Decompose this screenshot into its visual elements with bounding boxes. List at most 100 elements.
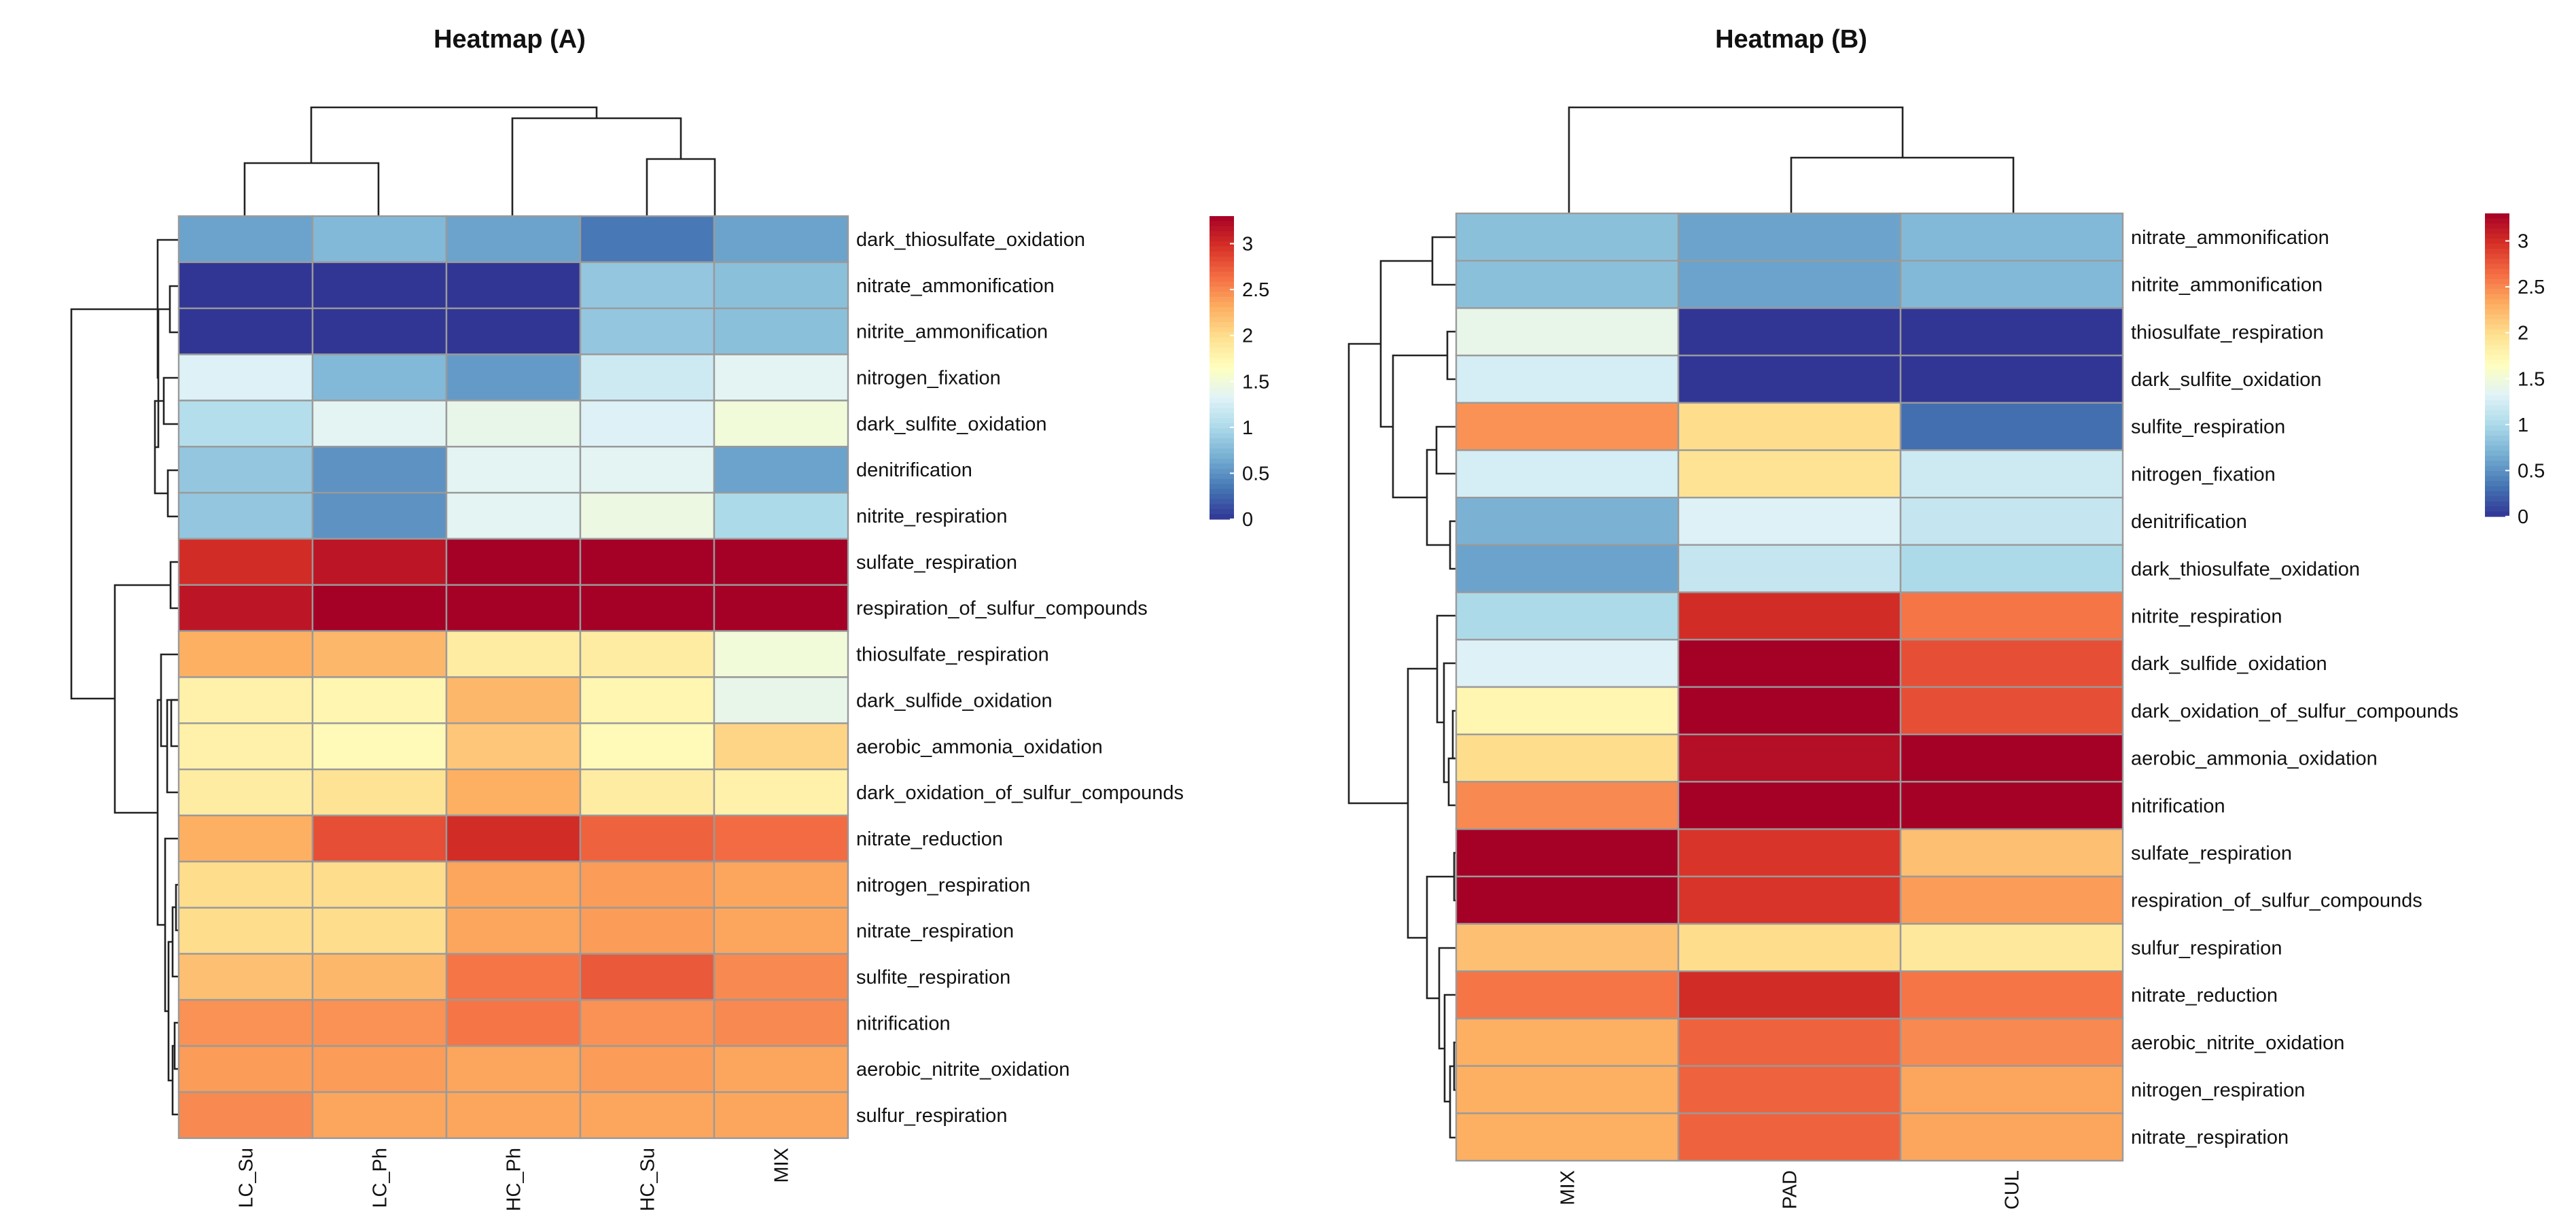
heatmap-a-cell bbox=[177, 538, 314, 586]
colorbar-segment bbox=[1210, 327, 1234, 333]
colorbar-segment bbox=[1210, 251, 1234, 258]
heatmap-a-cell bbox=[713, 768, 849, 817]
colorbar-segment bbox=[2485, 268, 2509, 275]
heatmap-a-row-label: nitrate_ammonification bbox=[856, 275, 1055, 297]
colorbar-segment bbox=[1210, 352, 1234, 358]
heatmap-b-cell bbox=[1899, 544, 2124, 593]
heatmap-b-cell bbox=[1455, 1017, 1680, 1067]
heatmap-a-cell bbox=[445, 1091, 582, 1140]
heatmap-b-cell bbox=[1899, 354, 2124, 404]
heatmap-a-cell bbox=[713, 1045, 849, 1093]
heatmap-a-row-label: dark_thiosulfate_oxidation bbox=[856, 229, 1085, 251]
heatmap-b-row-label: nitrate_respiration bbox=[2131, 1127, 2289, 1148]
heatmap-b-row-label: nitrogen_respiration bbox=[2131, 1080, 2305, 1102]
heatmap-b-row-label: sulfur_respiration bbox=[2131, 937, 2282, 959]
heatmap-b-cell bbox=[1677, 686, 1902, 735]
colorbar-tick-label: 0.5 bbox=[1242, 463, 1269, 485]
heatmap-b-cell bbox=[1899, 497, 2124, 546]
colorbar-segment bbox=[2485, 405, 2509, 411]
heatmap-b-cell bbox=[1455, 1112, 1680, 1162]
colorbar-segment bbox=[1210, 342, 1234, 348]
heatmap-a-cell bbox=[177, 353, 314, 402]
colorbar-segment bbox=[2485, 440, 2509, 446]
heatmap-a-cell bbox=[177, 584, 314, 632]
heatmap-a-row-label: sulfite_respiration bbox=[856, 967, 1010, 989]
colorbar-segment bbox=[2485, 233, 2509, 239]
b-row-dend-link-18 bbox=[1407, 667, 1437, 939]
heatmap-a-cell bbox=[311, 860, 448, 909]
a-row-dend-link-3 bbox=[166, 469, 179, 518]
heatmap-a-cell bbox=[177, 860, 314, 909]
heatmap-a-column-dendrogram bbox=[243, 106, 716, 216]
colorbar-segment bbox=[2485, 465, 2509, 472]
heatmap-a-cell bbox=[311, 307, 448, 355]
heatmap-a-cell bbox=[311, 630, 448, 678]
colorbar-segment bbox=[2485, 249, 2509, 255]
heatmap-b-cell bbox=[1455, 402, 1680, 451]
heatmap-a-cell bbox=[713, 676, 849, 724]
heatmap-b-cell bbox=[1677, 212, 1902, 262]
heatmap-b-cell bbox=[1677, 591, 1902, 641]
colorbar-segment bbox=[1210, 393, 1234, 399]
colorbar-segment bbox=[1210, 403, 1234, 409]
colorbar-segment bbox=[1210, 277, 1234, 283]
colorbar-segment bbox=[1210, 368, 1234, 374]
colorbar-segment bbox=[2485, 334, 2509, 340]
heatmap-a-cell bbox=[579, 999, 716, 1047]
colorbar-segment bbox=[2485, 390, 2509, 396]
heatmap-a-row-label: nitrification bbox=[856, 1013, 951, 1034]
heatmap-a-cell bbox=[713, 307, 849, 355]
colorbar-tick-label: 1.5 bbox=[1242, 371, 1269, 393]
heatmap-a-cell bbox=[579, 860, 716, 909]
heatmap-b-cell bbox=[1677, 828, 1902, 877]
heatmap-b-row-label: dark_oxidation_of_sulfur_compounds bbox=[2131, 701, 2458, 722]
b-row-dend-link-11 bbox=[1436, 614, 1456, 724]
colorbar-segment bbox=[1210, 246, 1234, 252]
b-row-dend-link-14 bbox=[1449, 1065, 1456, 1139]
heatmap-b-cell bbox=[1899, 402, 2124, 451]
heatmap-b-cell bbox=[1455, 591, 1680, 641]
heatmap-b-cell bbox=[1677, 875, 1902, 925]
heatmap-b-cell bbox=[1677, 733, 1902, 783]
heatmap-a-row-labels: dark_thiosulfate_oxidation nitrate_ammoni… bbox=[856, 229, 1184, 1127]
colorbar-segment bbox=[2485, 511, 2509, 517]
colorbar-segment bbox=[2485, 355, 2509, 361]
colorbar-segment bbox=[1210, 377, 1234, 383]
heatmap-b-cell bbox=[1677, 781, 1902, 830]
colorbar-tick-label: 2.5 bbox=[1242, 279, 1269, 301]
heatmap-a-cell bbox=[713, 953, 849, 1001]
heatmap-a-cell bbox=[445, 630, 582, 678]
heatmap-a-cell bbox=[311, 814, 448, 863]
b-row-dend-link-2 bbox=[1446, 330, 1456, 381]
colorbar-segment bbox=[2485, 319, 2509, 326]
colorbar-segment bbox=[2485, 480, 2509, 487]
heatmap-a-cell bbox=[445, 768, 582, 817]
heatmap-a-cell bbox=[445, 261, 582, 309]
colorbar-segment bbox=[2485, 415, 2509, 421]
heatmap-a-column-labels: LC_Su LC_Ph HC_Ph HC_Su MIX bbox=[236, 1148, 793, 1212]
heatmap-a-cell bbox=[713, 1091, 849, 1140]
colorbar-segment bbox=[2485, 279, 2509, 285]
heatmap-b-panel: Heatmap (B) bbox=[1347, 25, 2545, 1210]
colorbar-segment bbox=[1210, 216, 1234, 222]
heatmap-b-cell bbox=[1455, 733, 1680, 783]
colorbar-segment bbox=[2485, 314, 2509, 320]
heatmap-a-row-label: nitrate_respiration bbox=[856, 921, 1014, 943]
colorbar-segment bbox=[2485, 400, 2509, 406]
colorbar-segment bbox=[1210, 474, 1234, 480]
colorbar-segment bbox=[2485, 430, 2509, 436]
b-row-dend-link-5 bbox=[1426, 449, 1450, 546]
colorbar-segment bbox=[2485, 451, 2509, 457]
heatmap-b-cell bbox=[1899, 970, 2124, 1020]
heatmap-a-cell bbox=[311, 676, 448, 724]
heatmap-a-cell bbox=[177, 491, 314, 540]
heatmap-a-cell bbox=[579, 491, 716, 540]
colorbar-segment bbox=[2485, 223, 2509, 229]
heatmap-a-cell bbox=[713, 860, 849, 909]
heatmap-a-cell bbox=[445, 400, 582, 448]
colorbar-segment bbox=[2485, 374, 2509, 381]
colorbar-segment bbox=[1210, 296, 1234, 302]
heatmap-a-cell bbox=[713, 722, 849, 771]
heatmap-a-row-label: aerobic_nitrite_oxidation bbox=[856, 1059, 1070, 1080]
heatmap-b-cell bbox=[1455, 1065, 1680, 1114]
